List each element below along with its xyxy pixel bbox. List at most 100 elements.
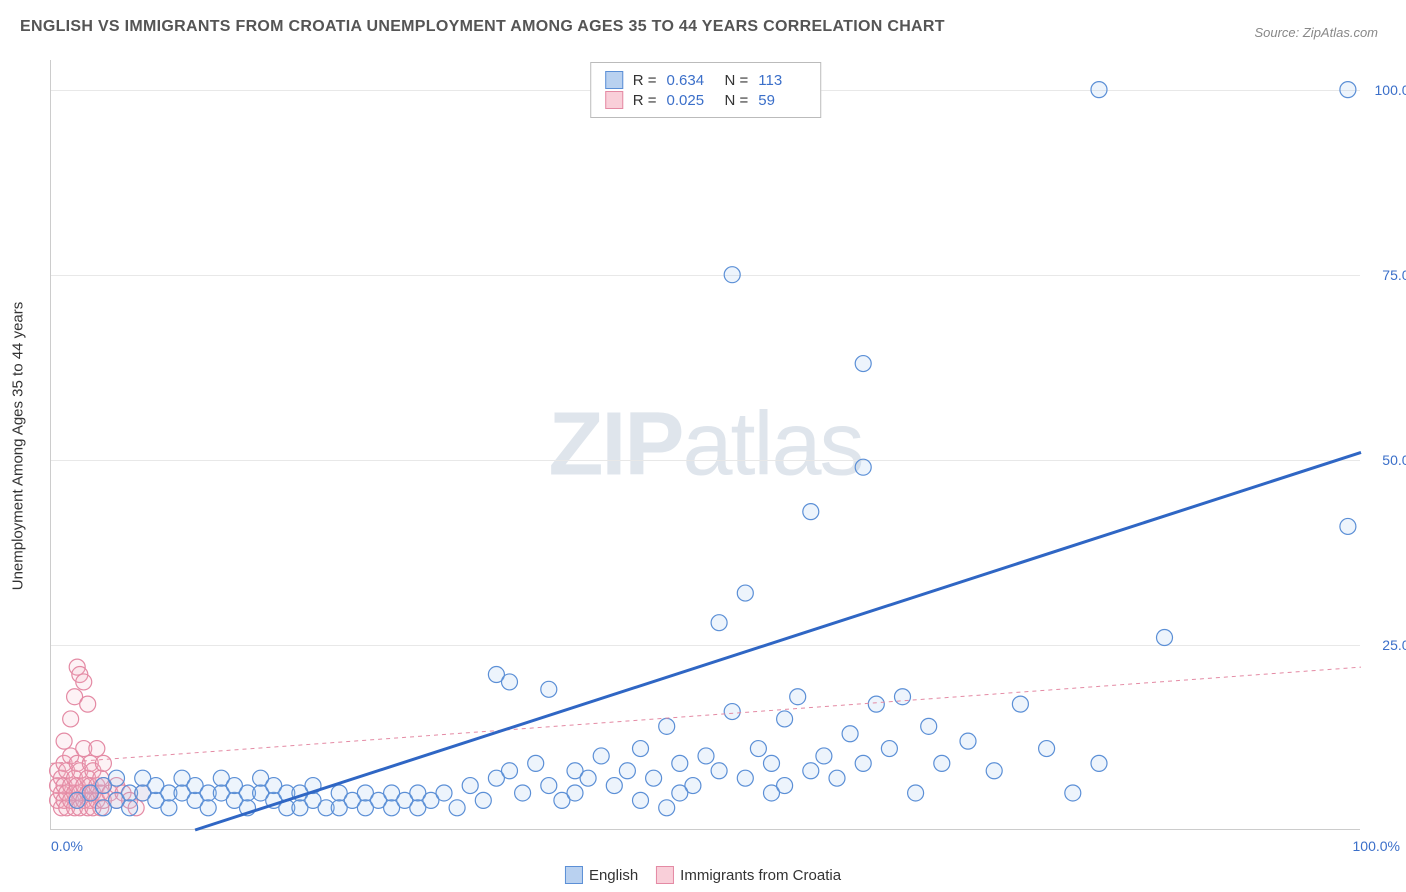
point-croatia: [76, 674, 92, 690]
point-english: [1012, 696, 1028, 712]
point-english: [1157, 630, 1173, 646]
point-english: [515, 785, 531, 801]
stat-legend: R = 0.634 N = 113 R = 0.025 N = 59: [590, 62, 822, 118]
point-english: [960, 733, 976, 749]
ytick-label: 50.0%: [1382, 452, 1406, 468]
point-english: [541, 681, 557, 697]
y-axis-label: Unemployment Among Ages 35 to 44 years: [10, 302, 27, 591]
point-english: [580, 770, 596, 786]
point-english: [161, 800, 177, 816]
point-english: [816, 748, 832, 764]
ytick-label: 25.0%: [1382, 637, 1406, 653]
point-english: [777, 711, 793, 727]
point-english: [934, 755, 950, 771]
swatch-croatia-icon: [605, 91, 623, 109]
point-english: [803, 763, 819, 779]
point-croatia: [63, 711, 79, 727]
point-english: [790, 689, 806, 705]
r-value-english: 0.634: [667, 72, 715, 89]
point-english: [633, 741, 649, 757]
point-english: [737, 770, 753, 786]
point-english: [593, 748, 609, 764]
point-english: [109, 770, 125, 786]
point-english: [724, 267, 740, 283]
point-english: [711, 615, 727, 631]
r-label: R =: [633, 92, 657, 109]
point-english: [724, 704, 740, 720]
point-english: [868, 696, 884, 712]
point-english: [803, 504, 819, 520]
point-english: [436, 785, 452, 801]
ytick-label: 75.0%: [1382, 267, 1406, 283]
point-english: [895, 689, 911, 705]
point-english: [881, 741, 897, 757]
point-english: [541, 778, 557, 794]
legend-item-english: English: [565, 866, 638, 884]
point-english: [908, 785, 924, 801]
point-english: [567, 785, 583, 801]
point-english: [1039, 741, 1055, 757]
point-croatia: [89, 741, 105, 757]
point-english: [711, 763, 727, 779]
stat-legend-row-english: R = 0.634 N = 113: [605, 71, 807, 89]
point-english: [750, 741, 766, 757]
point-english: [1340, 82, 1356, 98]
legend-label-croatia: Immigrants from Croatia: [680, 867, 841, 884]
n-label: N =: [725, 92, 749, 109]
point-english: [502, 763, 518, 779]
n-value-english: 113: [758, 72, 806, 89]
point-english: [829, 770, 845, 786]
r-value-croatia: 0.025: [667, 92, 715, 109]
point-english: [842, 726, 858, 742]
point-english: [698, 748, 714, 764]
plot-area: ZIPatlas 25.0%50.0%75.0%100.0% R = 0.634…: [50, 60, 1360, 830]
point-english: [122, 800, 138, 816]
point-english: [764, 755, 780, 771]
trendline-english: [195, 452, 1361, 830]
swatch-english-icon: [565, 866, 583, 884]
stat-legend-row-croatia: R = 0.025 N = 59: [605, 91, 807, 109]
point-english: [646, 770, 662, 786]
point-english: [475, 792, 491, 808]
point-english: [659, 718, 675, 734]
n-label: N =: [725, 72, 749, 89]
point-english: [1340, 518, 1356, 534]
r-label: R =: [633, 72, 657, 89]
point-english: [672, 785, 688, 801]
point-english: [986, 763, 1002, 779]
swatch-english-icon: [605, 71, 623, 89]
chart-title: ENGLISH VS IMMIGRANTS FROM CROATIA UNEMP…: [20, 18, 945, 36]
point-english: [777, 778, 793, 794]
point-english: [606, 778, 622, 794]
source-label: Source: ZipAtlas.com: [1254, 25, 1378, 40]
point-english: [855, 356, 871, 372]
point-english: [449, 800, 465, 816]
point-english: [855, 459, 871, 475]
point-english: [659, 800, 675, 816]
point-english: [737, 585, 753, 601]
point-english: [1065, 785, 1081, 801]
point-croatia: [80, 696, 96, 712]
point-english: [672, 755, 688, 771]
xtick-right: 100.0%: [1353, 838, 1400, 854]
point-english: [502, 674, 518, 690]
point-english: [619, 763, 635, 779]
point-english: [633, 792, 649, 808]
scatter-svg: [51, 60, 1361, 830]
swatch-croatia-icon: [656, 866, 674, 884]
point-english: [855, 755, 871, 771]
bottom-legend: English Immigrants from Croatia: [565, 866, 841, 884]
point-english: [921, 718, 937, 734]
point-english: [200, 800, 216, 816]
legend-item-croatia: Immigrants from Croatia: [656, 866, 841, 884]
point-english: [1091, 755, 1107, 771]
legend-label-english: English: [589, 867, 638, 884]
xtick-left: 0.0%: [51, 838, 83, 854]
point-croatia: [95, 755, 111, 771]
point-english: [1091, 82, 1107, 98]
point-croatia: [56, 733, 72, 749]
ytick-label: 100.0%: [1375, 82, 1406, 98]
n-value-croatia: 59: [758, 92, 806, 109]
point-english: [528, 755, 544, 771]
point-english: [462, 778, 478, 794]
